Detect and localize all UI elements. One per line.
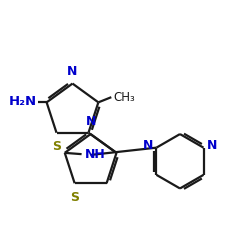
Text: N: N: [67, 65, 78, 78]
Text: N: N: [207, 138, 217, 151]
Text: CH₃: CH₃: [114, 91, 135, 104]
Text: N: N: [86, 115, 96, 128]
Text: S: S: [70, 190, 79, 203]
Text: NH: NH: [85, 148, 105, 162]
Text: S: S: [52, 140, 61, 153]
Text: H₂N: H₂N: [9, 95, 37, 108]
Text: N: N: [143, 138, 153, 151]
